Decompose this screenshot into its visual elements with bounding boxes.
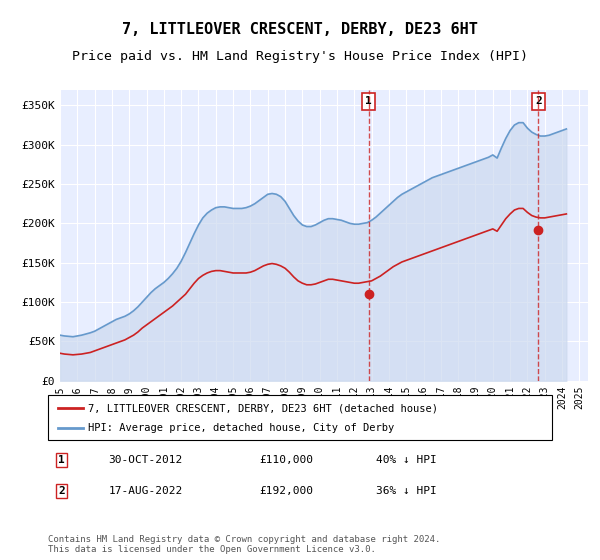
Text: HPI: Average price, detached house, City of Derby: HPI: Average price, detached house, City… bbox=[88, 423, 395, 433]
Text: £192,000: £192,000 bbox=[260, 486, 314, 496]
FancyBboxPatch shape bbox=[48, 395, 552, 440]
Text: 1: 1 bbox=[365, 96, 372, 106]
Text: 30-OCT-2012: 30-OCT-2012 bbox=[109, 455, 183, 465]
Text: Contains HM Land Registry data © Crown copyright and database right 2024.
This d: Contains HM Land Registry data © Crown c… bbox=[48, 535, 440, 554]
Text: 2: 2 bbox=[58, 486, 65, 496]
Text: 7, LITTLEOVER CRESCENT, DERBY, DE23 6HT (detached house): 7, LITTLEOVER CRESCENT, DERBY, DE23 6HT … bbox=[88, 403, 439, 413]
Text: 1: 1 bbox=[58, 455, 65, 465]
Text: 2: 2 bbox=[535, 96, 542, 106]
Text: 36% ↓ HPI: 36% ↓ HPI bbox=[376, 486, 436, 496]
Text: 40% ↓ HPI: 40% ↓ HPI bbox=[376, 455, 436, 465]
Text: Price paid vs. HM Land Registry's House Price Index (HPI): Price paid vs. HM Land Registry's House … bbox=[72, 50, 528, 63]
Text: 7, LITTLEOVER CRESCENT, DERBY, DE23 6HT: 7, LITTLEOVER CRESCENT, DERBY, DE23 6HT bbox=[122, 22, 478, 38]
Text: 17-AUG-2022: 17-AUG-2022 bbox=[109, 486, 183, 496]
Text: £110,000: £110,000 bbox=[260, 455, 314, 465]
